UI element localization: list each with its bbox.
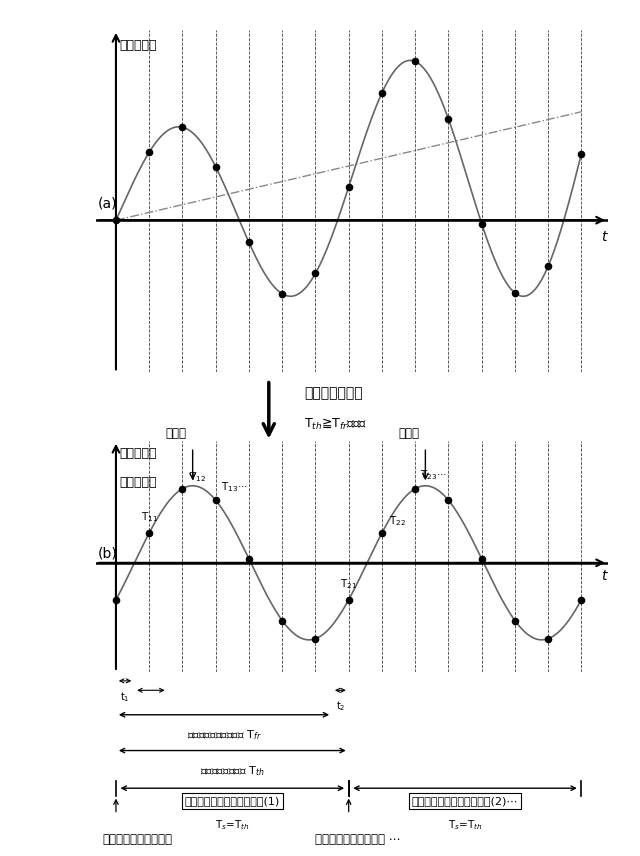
Text: T$_s$=T$_{th}$: T$_s$=T$_{th}$ (215, 818, 250, 832)
Text: 画像フレーム取得周期 T$_{fr}$: 画像フレーム取得周期 T$_{fr}$ (187, 728, 261, 742)
Text: オフセット処理: オフセット処理 (304, 386, 363, 400)
Text: (a): (a) (98, 197, 117, 211)
Text: サンプリング開始時間: サンプリング開始時間 (102, 834, 173, 847)
Text: データのサンプリング周期(1): データのサンプリング周期(1) (185, 796, 280, 805)
Point (111, 593, 121, 607)
Text: データのサンプリング周期(2)⋯: データのサンプリング周期(2)⋯ (412, 796, 518, 805)
Point (576, 146, 586, 160)
Text: T$_{23}$···: T$_{23}$··· (420, 468, 447, 482)
Text: T$_{12}$: T$_{12}$ (189, 470, 206, 484)
Point (344, 180, 354, 193)
Point (510, 614, 520, 627)
Point (410, 482, 420, 496)
Point (477, 552, 487, 566)
Point (576, 593, 586, 607)
Text: t$_1$: t$_1$ (120, 690, 130, 704)
Text: T$_s$=T$_{th}$: T$_s$=T$_{th}$ (448, 818, 483, 832)
Point (244, 552, 254, 566)
Point (177, 121, 188, 134)
Point (477, 217, 487, 230)
Text: T$_{11}$: T$_{11}$ (141, 510, 157, 524)
Text: サンプリング開始時間 ⋯: サンプリング開始時間 ⋯ (316, 834, 401, 847)
Point (310, 632, 321, 645)
Text: 交流熱流法の周期 T$_{th}$: 交流熱流法の周期 T$_{th}$ (200, 764, 264, 777)
Text: ピーク: ピーク (166, 426, 186, 440)
Point (543, 632, 553, 645)
Point (211, 160, 221, 174)
Text: (b): (b) (98, 546, 117, 561)
Text: 温度データ: 温度データ (119, 39, 157, 52)
Text: 温度データ: 温度データ (119, 476, 157, 489)
Text: t: t (601, 569, 606, 583)
Text: T$_{22}$: T$_{22}$ (388, 514, 406, 528)
Point (310, 266, 321, 280)
Text: T$_{21}$: T$_{21}$ (340, 577, 357, 591)
Point (377, 86, 387, 100)
Point (144, 526, 154, 540)
Point (377, 526, 387, 540)
Point (244, 235, 254, 249)
Point (344, 593, 354, 607)
Text: T$_{13}$···: T$_{13}$··· (221, 480, 248, 494)
Point (277, 614, 287, 627)
Point (410, 55, 420, 68)
Point (111, 213, 121, 227)
Point (211, 493, 221, 507)
Point (510, 286, 520, 300)
Text: ピーク: ピーク (398, 426, 419, 440)
Text: T$_{th}$≧T$_{fr}$のとき: T$_{th}$≧T$_{fr}$のとき (304, 417, 367, 432)
Text: オフセット: オフセット (119, 448, 157, 461)
Point (277, 287, 287, 300)
Point (177, 482, 188, 496)
Text: t$_2$: t$_2$ (335, 699, 345, 714)
Point (444, 112, 454, 126)
Text: t: t (601, 229, 606, 244)
Point (543, 259, 553, 273)
Point (144, 146, 154, 159)
Point (444, 493, 454, 507)
